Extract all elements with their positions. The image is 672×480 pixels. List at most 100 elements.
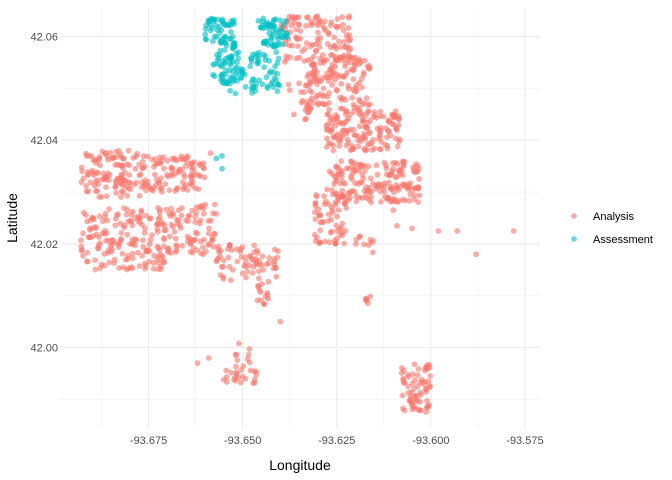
data-point [257, 289, 264, 296]
data-point [423, 409, 429, 415]
data-point [86, 234, 93, 241]
data-point [117, 151, 124, 158]
data-point [129, 236, 136, 243]
data-point [313, 48, 319, 54]
data-point [415, 366, 422, 372]
data-point [103, 184, 109, 191]
data-point [217, 47, 224, 54]
data-point [365, 128, 372, 135]
data-point [230, 266, 236, 273]
data-point [249, 256, 255, 263]
data-point [348, 66, 355, 73]
legend: Analysis Assessment [571, 211, 653, 246]
data-point [333, 163, 339, 170]
legend-key-analysis [571, 213, 577, 219]
data-point [246, 346, 253, 352]
data-point [219, 165, 225, 172]
data-point [389, 185, 396, 192]
data-point [102, 176, 109, 183]
data-point [147, 215, 154, 221]
data-point [287, 54, 293, 61]
data-point [250, 270, 256, 276]
data-point [187, 249, 194, 255]
data-point [118, 236, 124, 242]
y-tick-label: 42.06 [30, 32, 58, 44]
data-point [355, 137, 361, 144]
data-point [240, 363, 247, 369]
data-point [228, 52, 235, 59]
data-point [345, 127, 352, 134]
data-point [341, 240, 347, 247]
data-point [343, 165, 350, 172]
data-point [209, 16, 216, 23]
data-point [201, 165, 207, 172]
data-point [317, 227, 324, 234]
data-point [96, 156, 103, 162]
data-point [245, 351, 252, 358]
data-point [134, 150, 140, 157]
data-point [246, 262, 253, 269]
grid-minor [62, 8, 540, 428]
data-point [234, 59, 240, 66]
data-point [114, 175, 121, 182]
data-point [320, 85, 327, 92]
legend-label-analysis: Analysis [593, 211, 634, 223]
data-point [399, 172, 406, 179]
data-point [327, 229, 334, 236]
data-point [137, 219, 143, 226]
data-point [308, 18, 314, 25]
data-point [307, 43, 314, 50]
data-point [336, 38, 342, 45]
data-point [377, 188, 384, 195]
data-point [395, 116, 402, 123]
data-point [378, 199, 384, 205]
data-point [248, 55, 254, 62]
data-point [311, 69, 317, 76]
data-point [335, 207, 342, 213]
data-point [338, 80, 345, 87]
data-point [259, 81, 266, 88]
data-point [217, 39, 224, 45]
data-point [271, 69, 277, 76]
data-point [401, 379, 408, 386]
data-point [78, 164, 85, 171]
data-point [322, 238, 328, 245]
data-point [129, 250, 136, 257]
data-point [179, 179, 186, 186]
data-point [85, 171, 92, 178]
data-point [411, 385, 417, 392]
data-point [399, 392, 406, 399]
data-point [244, 268, 251, 275]
data-point [405, 383, 411, 390]
data-point [357, 194, 363, 201]
data-point [228, 247, 235, 253]
data-point [347, 36, 354, 43]
data-point [380, 113, 387, 120]
data-point [205, 230, 212, 237]
data-point [180, 186, 187, 193]
data-point [98, 194, 105, 200]
data-point [341, 200, 348, 207]
data-point [155, 204, 161, 211]
data-point [150, 265, 157, 272]
data-point [119, 250, 126, 257]
data-point [367, 117, 373, 124]
data-point [96, 213, 103, 220]
data-point [405, 390, 412, 396]
data-point [85, 188, 91, 195]
data-point [103, 193, 110, 200]
data-point [373, 162, 380, 169]
legend-key-assessment [571, 236, 577, 242]
data-point [156, 209, 163, 216]
data-point [345, 85, 352, 92]
data-point [365, 242, 372, 248]
data-point [415, 406, 422, 413]
data-point [124, 192, 131, 199]
data-point [169, 172, 176, 179]
data-point [232, 351, 239, 358]
data-point [323, 74, 329, 80]
data-point [242, 375, 249, 382]
data-point [209, 25, 215, 31]
data-point [271, 261, 278, 268]
data-point [394, 222, 400, 229]
